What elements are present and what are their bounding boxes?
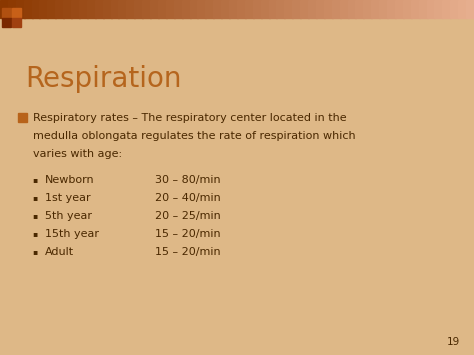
Text: 1st year: 1st year [45, 193, 91, 203]
Bar [364, 0, 372, 18]
Bar [2, 18, 11, 27]
Text: 20 – 40/min: 20 – 40/min [155, 193, 221, 203]
Bar [419, 0, 428, 18]
Text: 19: 19 [447, 337, 460, 347]
Bar [18, 113, 27, 121]
Text: Newborn: Newborn [45, 175, 95, 185]
Bar [450, 0, 459, 18]
Bar [411, 0, 419, 18]
Bar [245, 0, 254, 18]
Bar [340, 0, 348, 18]
Bar [324, 0, 333, 18]
Bar [213, 0, 222, 18]
Bar [292, 0, 301, 18]
Bar [427, 0, 436, 18]
Text: ▪: ▪ [32, 211, 37, 220]
Bar [221, 0, 230, 18]
Bar [79, 0, 88, 18]
Text: ▪: ▪ [32, 247, 37, 256]
Bar [158, 0, 167, 18]
Bar [395, 0, 404, 18]
Bar [12, 18, 21, 27]
Bar [32, 0, 40, 18]
Bar [442, 0, 451, 18]
Bar [458, 0, 467, 18]
Text: ▪: ▪ [32, 175, 37, 184]
Bar [435, 0, 443, 18]
Bar [356, 0, 365, 18]
Bar [466, 0, 474, 18]
Bar [55, 0, 64, 18]
Text: varies with age:: varies with age: [33, 149, 122, 159]
Text: 15 – 20/min: 15 – 20/min [155, 229, 220, 239]
Bar [347, 0, 356, 18]
Bar [118, 0, 128, 18]
Text: Respiratory rates – The respiratory center located in the: Respiratory rates – The respiratory cent… [33, 113, 346, 123]
Bar [24, 0, 33, 18]
Bar [403, 0, 412, 18]
Bar [300, 0, 309, 18]
Bar [316, 0, 325, 18]
Bar [253, 0, 262, 18]
Bar [387, 0, 396, 18]
Bar [110, 0, 119, 18]
Bar [379, 0, 388, 18]
Bar [198, 0, 206, 18]
Bar [229, 0, 238, 18]
Bar [95, 0, 104, 18]
Text: medulla oblongata regulates the rate of respiration which: medulla oblongata regulates the rate of … [33, 131, 356, 141]
Bar [276, 0, 285, 18]
Bar [39, 0, 48, 18]
Bar [2, 8, 11, 17]
Text: 15 – 20/min: 15 – 20/min [155, 247, 220, 257]
Bar [284, 0, 293, 18]
Text: Adult: Adult [45, 247, 74, 257]
Bar [0, 0, 9, 18]
Bar [182, 0, 191, 18]
Bar [12, 8, 21, 17]
Text: 20 – 25/min: 20 – 25/min [155, 211, 221, 221]
Bar [47, 0, 56, 18]
Bar [134, 0, 143, 18]
Text: 15th year: 15th year [45, 229, 99, 239]
Bar [87, 0, 96, 18]
Bar [63, 0, 72, 18]
Bar [308, 0, 317, 18]
Text: ▪: ▪ [32, 193, 37, 202]
Bar [150, 0, 159, 18]
Bar [205, 0, 214, 18]
Bar [371, 0, 380, 18]
Bar [261, 0, 270, 18]
Bar [237, 0, 246, 18]
Bar [127, 0, 135, 18]
Bar [142, 0, 151, 18]
Bar [166, 0, 175, 18]
Bar [332, 0, 341, 18]
Bar [269, 0, 277, 18]
Text: ▪: ▪ [32, 229, 37, 238]
Bar [71, 0, 80, 18]
Text: Respiration: Respiration [25, 65, 182, 93]
Bar [190, 0, 199, 18]
Text: 5th year: 5th year [45, 211, 92, 221]
Text: 30 – 80/min: 30 – 80/min [155, 175, 220, 185]
Bar [103, 0, 111, 18]
Bar [16, 0, 25, 18]
Bar [8, 0, 17, 18]
Bar [174, 0, 182, 18]
